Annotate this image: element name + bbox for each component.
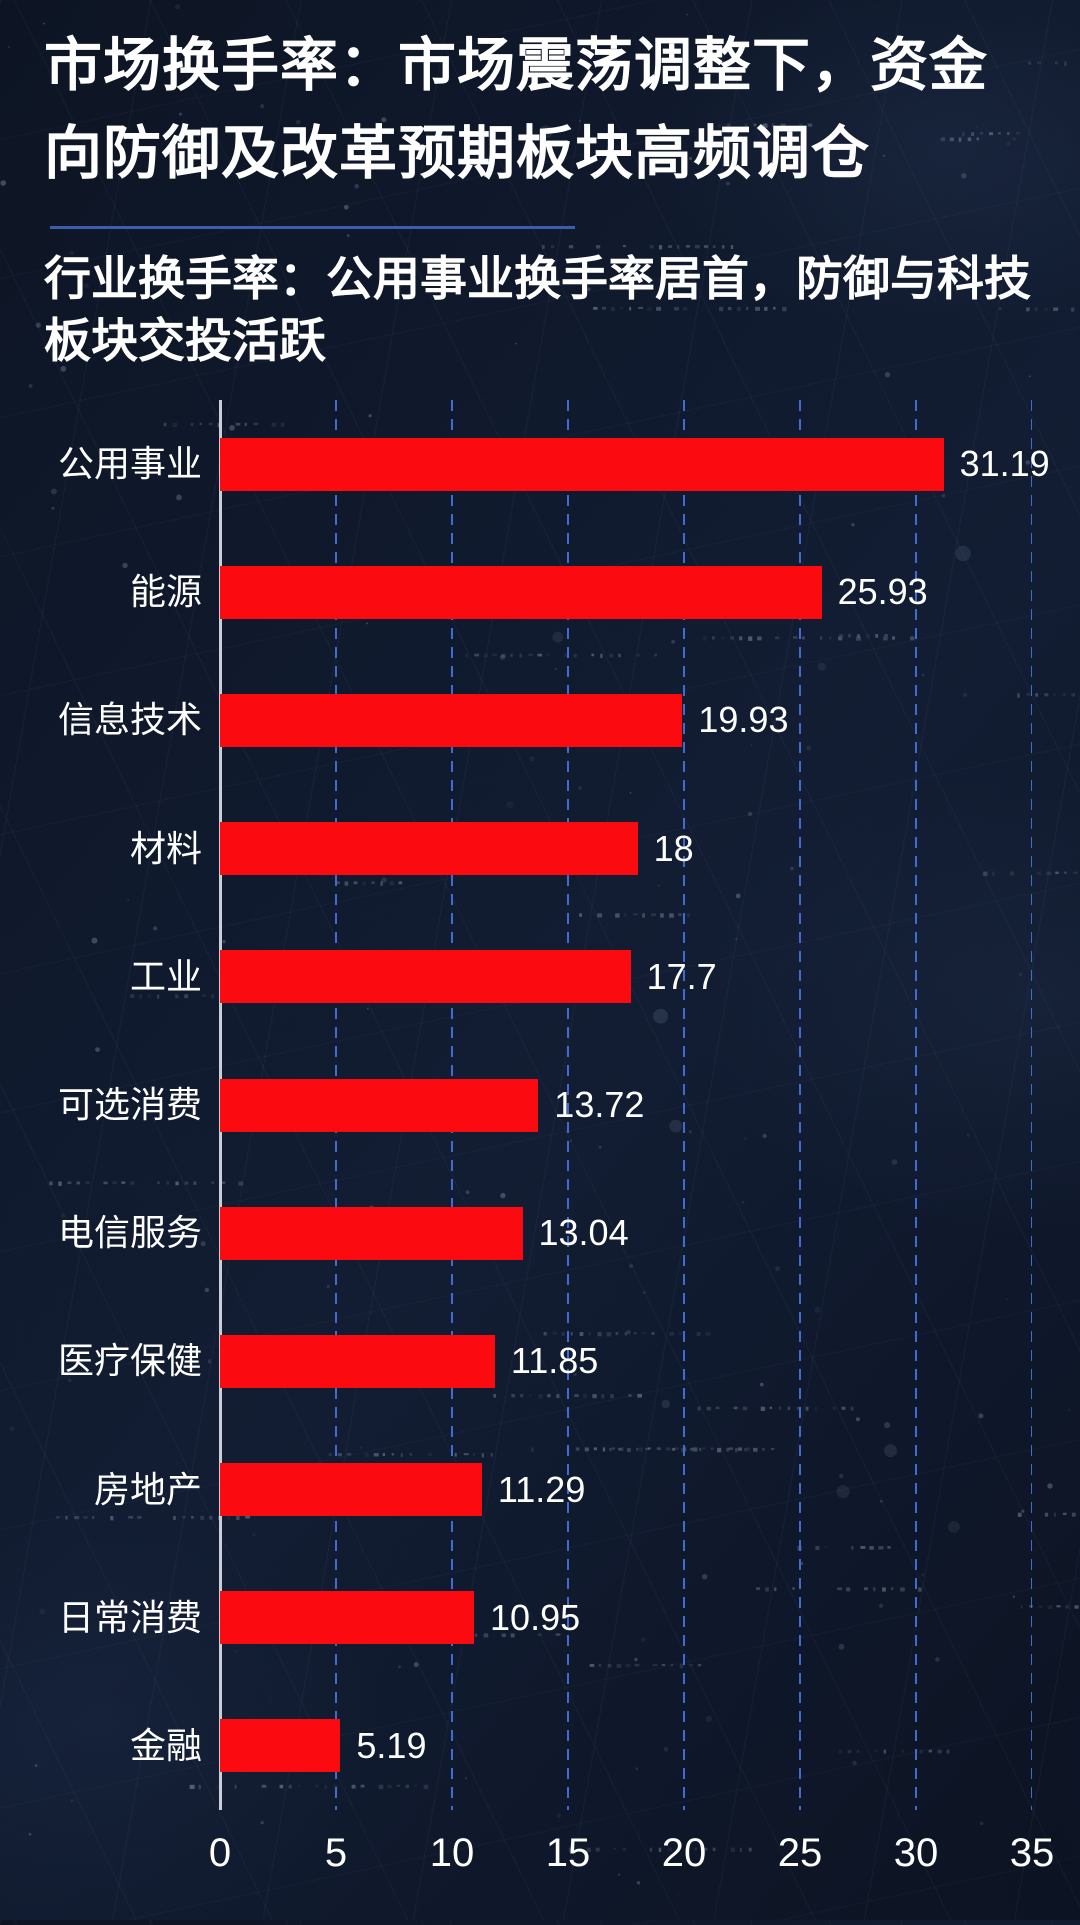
- x-tick-label: 10: [429, 1831, 475, 1875]
- bar-11: [220, 1719, 341, 1773]
- value-label: 17.7: [646, 955, 717, 997]
- bar-1: [220, 437, 944, 491]
- value-label: 10.95: [490, 1596, 581, 1638]
- category-label: 电信服务: [57, 1212, 202, 1254]
- plot-area: 31.19 25.93 19.93 18 17.7 13.72 13.04 11.85 11.2…: [219, 400, 1050, 1810]
- value-label: 31.19: [959, 443, 1050, 485]
- value-label: 13.04: [538, 1212, 629, 1254]
- bar-3: [220, 693, 683, 747]
- x-axis: 0 5 10 15 20 25 30 35: [0, 1826, 1080, 1880]
- x-tick-label: 30: [893, 1831, 939, 1875]
- category-label: 金融: [129, 1724, 202, 1766]
- x-tick-label: 35: [1009, 1831, 1055, 1875]
- x-tick-label: 0: [208, 1831, 232, 1875]
- bar-5: [220, 950, 631, 1004]
- value-label: 5.19: [356, 1724, 427, 1766]
- x-tick-label: 25: [777, 1831, 823, 1875]
- value-label: 11.85: [510, 1340, 599, 1382]
- bar-10: [220, 1591, 475, 1645]
- value-label: 18: [653, 827, 694, 869]
- bar-2: [220, 565, 822, 619]
- page-title: 市场换手率：市场震荡调整下，资金 向防御及改革预期板块高频调仓: [44, 22, 1054, 198]
- bar-9: [220, 1463, 482, 1517]
- category-label: 可选消费: [57, 1084, 202, 1125]
- category-label: 日常消费: [57, 1596, 202, 1638]
- x-tick-label: 20: [661, 1831, 707, 1875]
- section-subtitle: 行业换手率：公用事业换手率居首，防御与科技 板块交投活跃: [44, 248, 1068, 372]
- bar-4: [220, 822, 638, 876]
- category-label: 信息技术: [57, 699, 202, 741]
- x-tick-label: 5: [324, 1831, 348, 1875]
- section-subtitle-line1: 行业换手率：公用事业换手率居首，防御与科技: [44, 252, 1031, 305]
- section-subtitle-line2: 板块交投活跃: [44, 314, 326, 367]
- category-label: 工业: [129, 955, 202, 997]
- category-label: 材料: [129, 827, 202, 869]
- value-label: 13.72: [554, 1084, 645, 1125]
- value-label: 19.93: [698, 699, 789, 741]
- x-tick-label: 15: [545, 1831, 591, 1875]
- category-label: 房地产: [93, 1468, 202, 1510]
- title-divider: [50, 226, 575, 229]
- category-label: 公用事业: [57, 443, 202, 485]
- page-title-line2: 向防御及改革预期板块高频调仓: [44, 121, 871, 186]
- value-label: 11.29: [497, 1468, 586, 1510]
- bar-7: [220, 1206, 523, 1260]
- bar-8: [220, 1334, 495, 1388]
- category-label: 能源: [129, 571, 202, 613]
- page-title-line1: 市场换手率：市场震荡调整下，资金: [44, 33, 989, 98]
- category-label: 医疗保健: [57, 1340, 202, 1382]
- bar-6: [220, 1078, 539, 1132]
- value-label: 25.93: [837, 571, 928, 613]
